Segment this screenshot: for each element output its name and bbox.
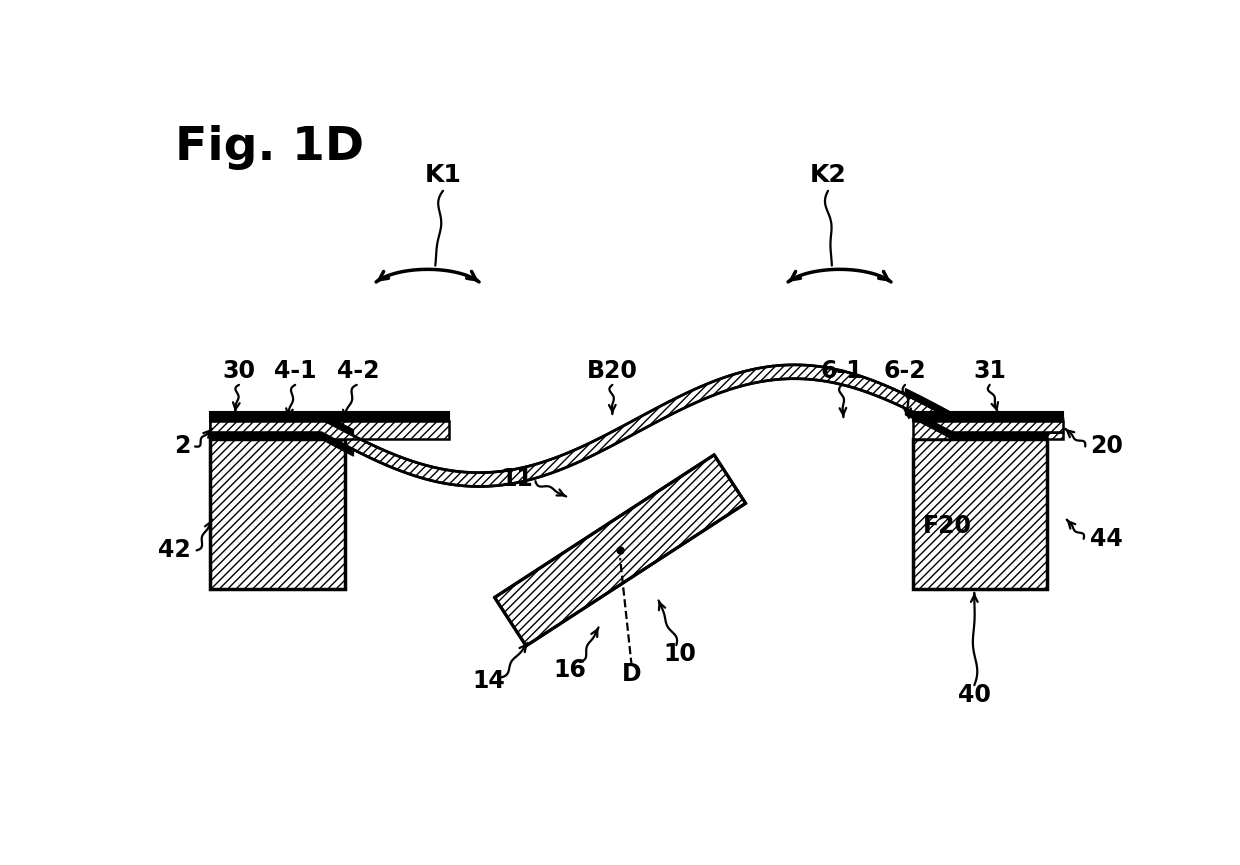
Text: 31: 31	[973, 359, 1006, 383]
Polygon shape	[495, 455, 745, 646]
Text: D: D	[621, 662, 641, 686]
Text: 42: 42	[157, 538, 191, 562]
Text: B20: B20	[587, 359, 637, 383]
Text: 6-1: 6-1	[821, 359, 863, 383]
Text: Fig. 1D: Fig. 1D	[175, 125, 365, 170]
Text: 44: 44	[1090, 527, 1122, 551]
Bar	[211, 412, 449, 421]
Text: 4-2: 4-2	[337, 359, 379, 383]
Text: 16: 16	[553, 657, 587, 682]
Text: K1: K1	[424, 163, 461, 187]
Bar	[913, 412, 1063, 421]
Text: 20: 20	[1090, 434, 1122, 458]
Text: 11: 11	[500, 467, 533, 490]
Text: F20: F20	[923, 514, 972, 538]
Text: 6-2: 6-2	[884, 359, 926, 383]
Text: 40: 40	[957, 683, 991, 708]
Bar	[913, 421, 1063, 439]
Text: 4-1: 4-1	[274, 359, 316, 383]
Bar	[211, 421, 449, 439]
Text: 30: 30	[222, 359, 255, 383]
Text: 10: 10	[663, 643, 697, 666]
Bar	[211, 439, 345, 589]
Text: 2: 2	[174, 434, 191, 458]
Text: 14: 14	[472, 670, 506, 694]
Bar	[913, 439, 1048, 589]
Text: K2: K2	[810, 163, 847, 187]
Polygon shape	[211, 365, 1063, 486]
